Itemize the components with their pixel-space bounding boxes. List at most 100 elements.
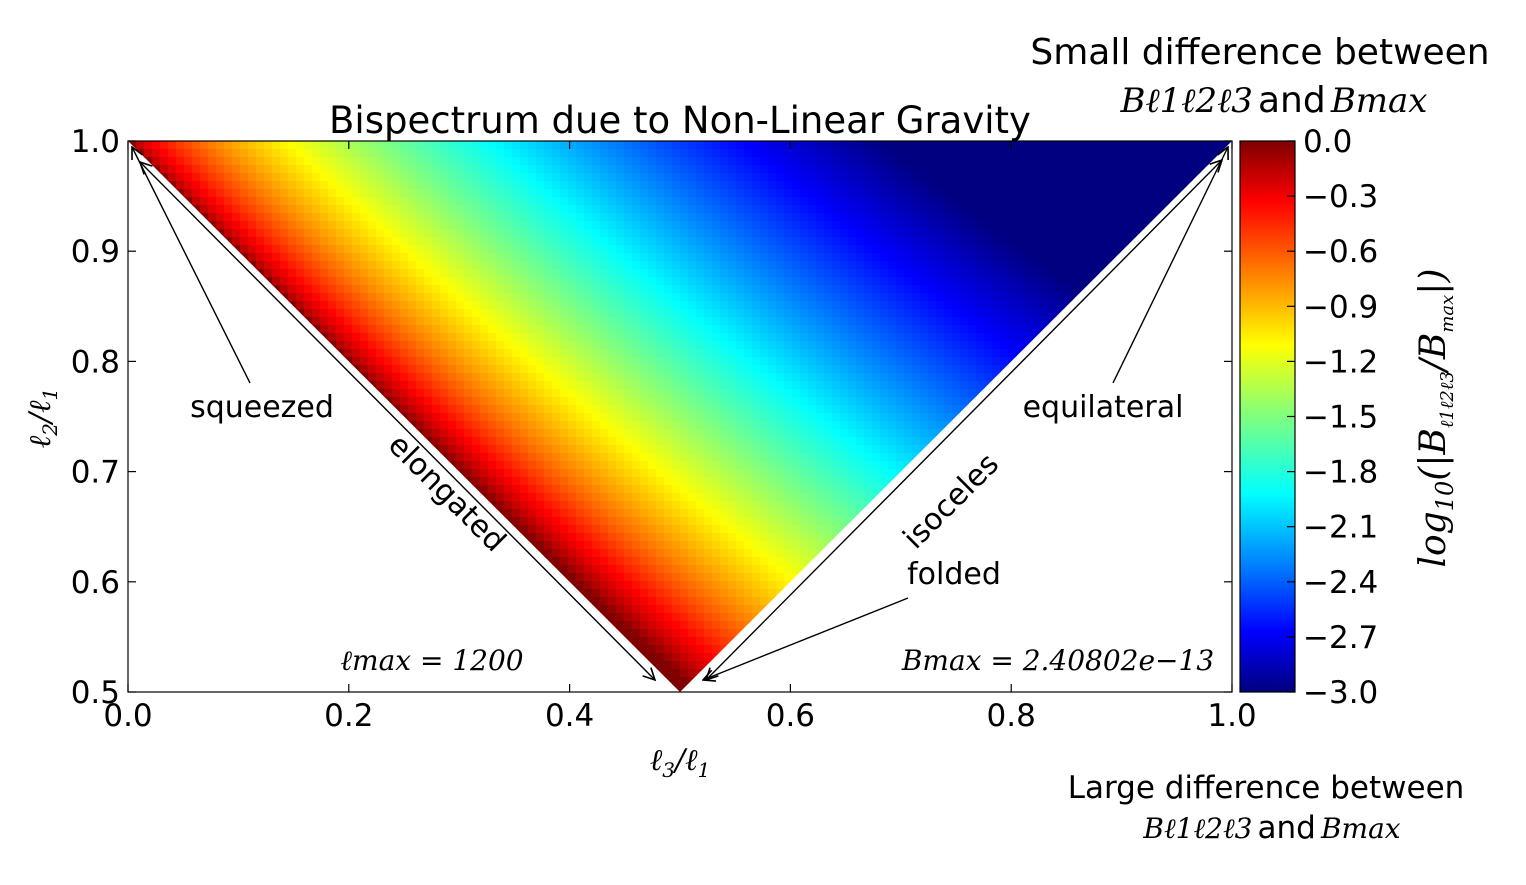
heatmap-cell — [888, 269, 897, 278]
heatmap-cell — [592, 261, 601, 270]
heatmap-cell — [640, 349, 649, 358]
heatmap-cell — [912, 381, 921, 390]
heatmap-cell — [880, 245, 889, 254]
heatmap-cell — [664, 413, 673, 422]
heatmap-cell — [856, 317, 865, 326]
heatmap-cell — [656, 277, 665, 286]
heatmap-cell — [480, 389, 489, 398]
heatmap-cell — [344, 269, 353, 278]
heatmap-cell — [1056, 341, 1065, 350]
heatmap-cell — [592, 389, 601, 398]
heatmap-cell — [1200, 221, 1209, 230]
heatmap-cell — [1048, 149, 1057, 158]
heatmap-cell — [800, 301, 809, 310]
heatmap-cell — [1224, 421, 1232, 430]
heatmap-cell — [728, 413, 737, 422]
heatmap-cell — [1136, 349, 1145, 358]
heatmap-cell — [1160, 301, 1169, 310]
heatmap-cell — [664, 341, 673, 350]
heatmap-cell — [816, 373, 825, 382]
heatmap-cell — [592, 421, 601, 430]
heatmap-cell — [128, 333, 137, 342]
heatmap-cell — [1072, 341, 1081, 350]
heatmap-cell — [600, 229, 609, 238]
heatmap-cell — [608, 237, 617, 246]
heatmap-cell — [824, 213, 833, 222]
heatmap-cell — [320, 165, 329, 174]
heatmap-cell — [672, 173, 681, 182]
heatmap-cell — [624, 381, 633, 390]
heatmap-cell — [880, 237, 889, 246]
heatmap-cell — [944, 325, 953, 334]
heatmap-cell — [608, 149, 617, 158]
heatmap-cell — [768, 413, 777, 422]
heatmap-cell — [824, 301, 833, 310]
heatmap-cell — [584, 149, 593, 158]
heatmap-cell — [880, 285, 889, 294]
heatmap-cell — [984, 237, 993, 246]
heatmap-cell — [792, 285, 801, 294]
heatmap-cell — [1104, 229, 1113, 238]
heatmap-cell — [1064, 165, 1073, 174]
heatmap-cell — [1168, 157, 1177, 166]
heatmap-cell — [832, 165, 841, 174]
heatmap-cell — [1104, 341, 1113, 350]
heatmap-cell — [312, 149, 321, 158]
heatmap-cell — [728, 229, 737, 238]
heatmap-cell — [912, 357, 921, 366]
heatmap-cell — [816, 213, 825, 222]
heatmap-cell — [216, 149, 225, 158]
heatmap-cell — [200, 373, 209, 382]
heatmap-cell — [1008, 325, 1017, 334]
heatmap-cell — [192, 301, 201, 310]
heatmap-cell — [312, 165, 321, 174]
heatmap-cell — [640, 381, 649, 390]
heatmap-cell — [1144, 325, 1153, 334]
heatmap-cell — [512, 189, 521, 198]
heatmap-cell — [896, 261, 905, 270]
heatmap-cell — [840, 197, 849, 206]
heatmap-cell — [1160, 237, 1169, 246]
heatmap-cell — [448, 149, 457, 158]
heatmap-cell — [712, 269, 721, 278]
heatmap-cell — [152, 237, 161, 246]
heatmap-cell — [536, 285, 545, 294]
heatmap-cell — [880, 197, 889, 206]
heatmap-cell — [168, 245, 177, 254]
heatmap-cell — [888, 317, 897, 326]
heatmap-cell — [496, 245, 505, 254]
heatmap-cell — [968, 253, 977, 262]
heatmap-cell — [320, 253, 329, 262]
heatmap-cell — [448, 237, 457, 246]
heatmap-cell — [560, 205, 569, 214]
heatmap-cell — [136, 189, 145, 198]
heatmap-cell — [320, 205, 329, 214]
heatmap-cell — [296, 309, 305, 318]
heatmap-cell — [904, 197, 913, 206]
heatmap-cell — [1200, 293, 1209, 302]
heatmap-cell — [528, 389, 537, 398]
heatmap-cell — [616, 285, 625, 294]
heatmap-cell — [808, 253, 817, 262]
heatmap-cell — [1192, 189, 1201, 198]
heatmap-cell — [712, 205, 721, 214]
heatmap-cell — [792, 261, 801, 270]
heatmap-cell — [1048, 141, 1057, 150]
heatmap-cell — [176, 349, 185, 358]
heatmap-cell — [408, 221, 417, 230]
heatmap-cell — [968, 293, 977, 302]
heatmap-cell — [1216, 269, 1225, 278]
heatmap-cell — [400, 277, 409, 286]
heatmap-cell — [256, 237, 265, 246]
heatmap-cell — [760, 157, 769, 166]
heatmap-cell — [296, 213, 305, 222]
heatmap-cell — [624, 269, 633, 278]
heatmap-cell — [848, 253, 857, 262]
heatmap-cell — [128, 157, 137, 166]
heatmap-cell — [216, 373, 225, 382]
heatmap-cell — [464, 141, 473, 150]
heatmap-cell — [904, 405, 913, 414]
heatmap-cell — [1104, 237, 1113, 246]
heatmap-cell — [768, 141, 777, 150]
heatmap-cell — [680, 229, 689, 238]
